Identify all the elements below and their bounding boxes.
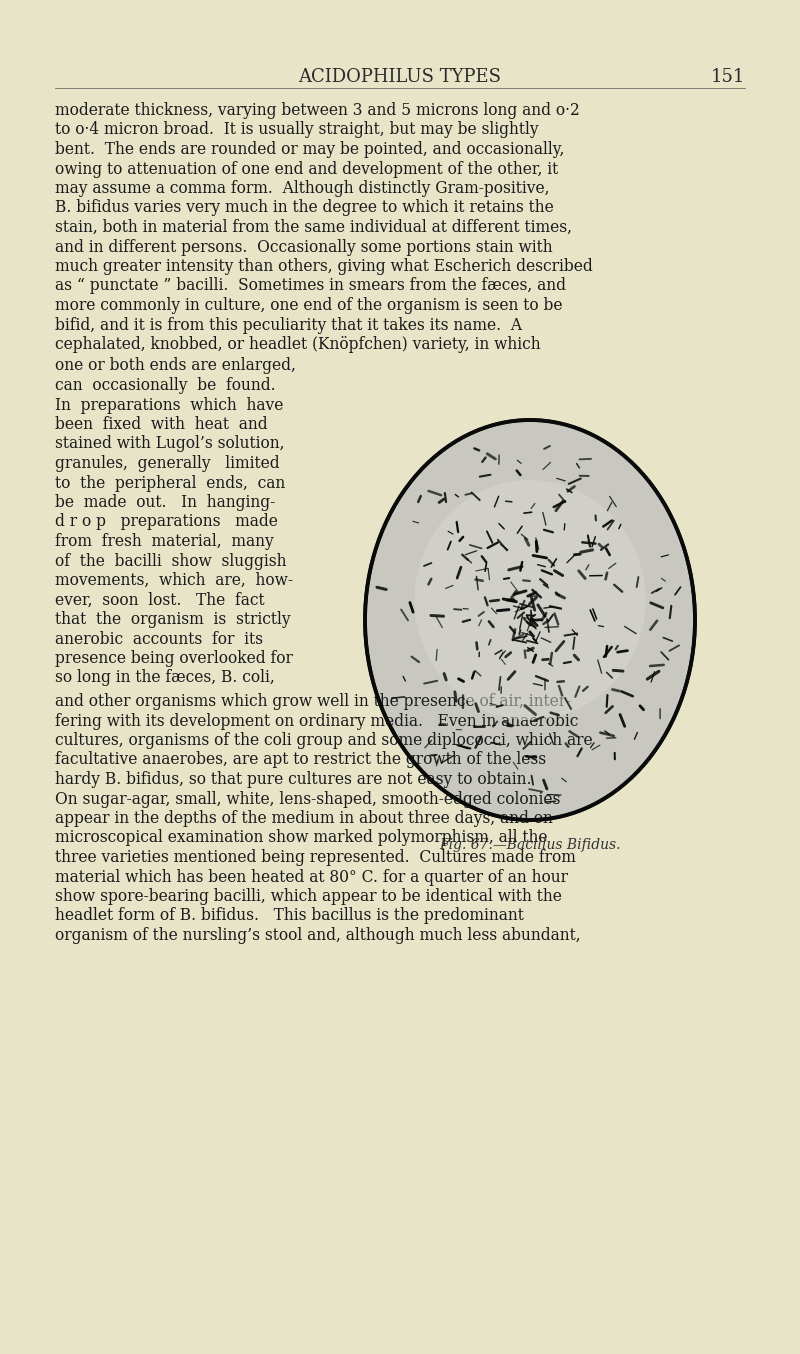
Text: cultures, organisms of the coli group and some diplococci, which are: cultures, organisms of the coli group an… bbox=[55, 733, 593, 749]
Text: presence being overlooked for: presence being overlooked for bbox=[55, 650, 293, 668]
Text: 151: 151 bbox=[710, 68, 745, 87]
Text: much greater intensity than others, giving what Escherich described: much greater intensity than others, givi… bbox=[55, 259, 593, 275]
Text: as “ punctate ” bacilli.  Sometimes in smears from the fæces, and: as “ punctate ” bacilli. Sometimes in sm… bbox=[55, 278, 566, 295]
Ellipse shape bbox=[365, 420, 695, 821]
Text: be  made  out.   In  hanging-: be made out. In hanging- bbox=[55, 494, 275, 510]
Text: that  the  organism  is  strictly: that the organism is strictly bbox=[55, 611, 290, 628]
Text: may assume a comma form.  Although distinctly Gram-positive,: may assume a comma form. Although distin… bbox=[55, 180, 550, 196]
Text: to  the  peripheral  ends,  can: to the peripheral ends, can bbox=[55, 474, 286, 492]
Text: B. bifidus varies very much in the degree to which it retains the: B. bifidus varies very much in the degre… bbox=[55, 199, 554, 217]
Text: ever,  soon  lost.   The  fact: ever, soon lost. The fact bbox=[55, 592, 265, 608]
Text: cephalated, knobbed, or headlet (Knöpfchen) variety, in which: cephalated, knobbed, or headlet (Knöpfch… bbox=[55, 336, 541, 353]
Text: ACIDOPHILUS TYPES: ACIDOPHILUS TYPES bbox=[298, 68, 502, 87]
Text: appear in the depths of the medium in about three days, and on: appear in the depths of the medium in ab… bbox=[55, 810, 553, 827]
Text: movements,  which  are,  how-: movements, which are, how- bbox=[55, 571, 293, 589]
Text: stained with Lugol’s solution,: stained with Lugol’s solution, bbox=[55, 436, 285, 452]
Text: one or both ends are enlarged,: one or both ends are enlarged, bbox=[55, 357, 296, 375]
Text: and in different persons.  Occasionally some portions stain with: and in different persons. Occasionally s… bbox=[55, 238, 553, 256]
Text: anerobic  accounts  for  its: anerobic accounts for its bbox=[55, 631, 263, 647]
Text: stain, both in material from the same individual at different times,: stain, both in material from the same in… bbox=[55, 219, 572, 236]
Text: owing to attenuation of one end and development of the other, it: owing to attenuation of one end and deve… bbox=[55, 161, 558, 177]
Text: three varieties mentioned being represented.  Cultures made from: three varieties mentioned being represen… bbox=[55, 849, 576, 867]
Text: show spore-bearing bacilli, which appear to be identical with the: show spore-bearing bacilli, which appear… bbox=[55, 888, 562, 904]
Text: On sugar-agar, small, white, lens-shaped, smooth-edged colonies: On sugar-agar, small, white, lens-shaped… bbox=[55, 791, 560, 807]
Text: can  occasionally  be  found.: can occasionally be found. bbox=[55, 376, 276, 394]
Text: d r o p   preparations   made: d r o p preparations made bbox=[55, 513, 278, 531]
Text: headlet form of B. bifidus.   This bacillus is the predominant: headlet form of B. bifidus. This bacillu… bbox=[55, 907, 524, 925]
Text: moderate thickness, varying between 3 and 5 microns long and o·2: moderate thickness, varying between 3 an… bbox=[55, 102, 580, 119]
Text: granules,  generally   limited: granules, generally limited bbox=[55, 455, 280, 473]
Text: Fig. 67.—Bacillus Bifidus.: Fig. 67.—Bacillus Bifidus. bbox=[439, 838, 621, 852]
Text: to o·4 micron broad.  It is usually straight, but may be slightly: to o·4 micron broad. It is usually strai… bbox=[55, 122, 538, 138]
Text: so long in the fæces, B. coli,: so long in the fæces, B. coli, bbox=[55, 669, 274, 686]
Text: fering with its development on ordinary media.   Even in anaerobic: fering with its development on ordinary … bbox=[55, 712, 578, 730]
Text: more commonly in culture, one end of the organism is seen to be: more commonly in culture, one end of the… bbox=[55, 297, 562, 314]
Text: organism of the nursling’s stool and, although much less abundant,: organism of the nursling’s stool and, al… bbox=[55, 927, 581, 944]
Text: bifid, and it is from this peculiarity that it takes its name.  A: bifid, and it is from this peculiarity t… bbox=[55, 317, 522, 333]
Text: hardy B. bifidus, so that pure cultures are not easy to obtain.: hardy B. bifidus, so that pure cultures … bbox=[55, 770, 531, 788]
Text: In  preparations  which  have: In preparations which have bbox=[55, 397, 283, 413]
Text: been  fixed  with  heat  and: been fixed with heat and bbox=[55, 416, 268, 433]
Ellipse shape bbox=[414, 481, 646, 720]
Text: of  the  bacilli  show  sluggish: of the bacilli show sluggish bbox=[55, 552, 286, 570]
Text: facultative anaerobes, are apt to restrict the growth of the less: facultative anaerobes, are apt to restri… bbox=[55, 751, 546, 769]
Text: material which has been heated at 80° C. for a quarter of an hour: material which has been heated at 80° C.… bbox=[55, 868, 568, 886]
Text: microscopical examination show marked polymorphism, all the: microscopical examination show marked po… bbox=[55, 830, 547, 846]
Text: and other organisms which grow well in the presence of air, inter-: and other organisms which grow well in t… bbox=[55, 693, 571, 709]
Text: bent.  The ends are rounded or may be pointed, and occasionally,: bent. The ends are rounded or may be poi… bbox=[55, 141, 564, 158]
Text: from  fresh  material,  many: from fresh material, many bbox=[55, 533, 274, 550]
